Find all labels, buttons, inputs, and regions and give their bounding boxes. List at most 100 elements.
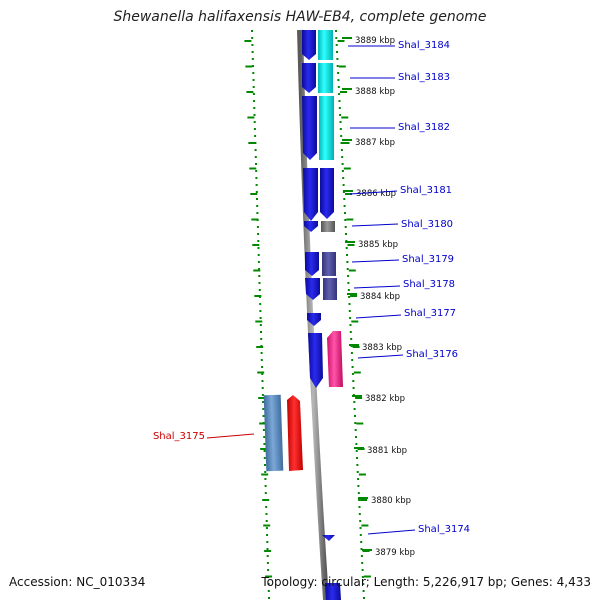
gene-label: Shal_3182 (398, 122, 450, 133)
gene-label: Shal_3178 (403, 279, 455, 290)
minor-tick (358, 473, 366, 476)
gene-leader-line (367, 529, 416, 535)
dotted-guides (251, 30, 365, 599)
gene-label: Shal_3179 (402, 254, 454, 265)
kbp-tick-label: 3887 kbp (355, 138, 395, 148)
dotted-line-right (335, 30, 365, 599)
gene-label: Shal_3181 (400, 185, 452, 196)
minor-tick (257, 371, 265, 374)
gene-label: Shal_3177 (404, 308, 456, 319)
minor-tick (347, 244, 355, 246)
topology-label: Topology: circular; Length: 5,226,917 bp… (261, 575, 591, 589)
major-tick (342, 139, 352, 141)
minor-tick (345, 193, 352, 195)
minor-tick (250, 193, 258, 195)
cds-shal-3176-pink (327, 331, 343, 387)
kbp-tick-label: 3889 kbp (355, 36, 395, 46)
minor-tick (264, 550, 272, 552)
cds-shal-3183-blue (302, 63, 316, 93)
cds-shal-3182-blue (302, 96, 317, 160)
major-tick (345, 241, 355, 243)
major-tick (347, 293, 357, 295)
gene-label: Shal_3183 (398, 72, 450, 83)
minor-tick (360, 499, 368, 501)
major-tick (349, 344, 359, 346)
cds-shal-3179-purple (322, 252, 336, 276)
minor-tick (259, 422, 267, 425)
minor-tick (361, 524, 369, 527)
major-tick (354, 447, 364, 449)
major-tick (343, 190, 353, 192)
minor-tick (263, 524, 271, 527)
kbp-tick-label: 3885 kbp (358, 240, 398, 250)
minor-ticks-left (244, 40, 273, 578)
minor-tick (351, 320, 359, 323)
kbp-tick-label: 3882 kbp (365, 394, 405, 404)
minor-tick (249, 167, 257, 170)
minor-tick (363, 575, 371, 578)
major-tick (342, 88, 352, 90)
minor-ticks-right (337, 40, 371, 578)
gene-label: Shal_3184 (398, 40, 450, 51)
minor-tick (246, 91, 254, 93)
gene-leader-line (349, 190, 398, 195)
cds-shal-3183-cyan (318, 63, 333, 93)
minor-tick (255, 320, 263, 323)
minor-tick (256, 346, 264, 348)
kbp-tick-label: 3879 kbp (375, 548, 415, 558)
gene-label: Shal_3176 (406, 349, 458, 360)
gene-leader-line (351, 259, 400, 263)
kbp-tick-label: 3884 kbp (360, 292, 400, 302)
major-tick (342, 37, 352, 39)
minor-tick (245, 65, 253, 68)
cds-shal-3179-blue (305, 252, 319, 276)
minor-tick (342, 142, 350, 144)
minor-tick (260, 448, 268, 450)
minor-tick (261, 473, 269, 476)
minor-tick (248, 142, 256, 144)
cds-shal-3175-red (287, 395, 303, 471)
gene-label: Shal_3174 (418, 524, 470, 535)
feature-track (263, 30, 343, 600)
cds-shal-3175-steelblue (263, 394, 284, 472)
gene-label: Shal_3175 (153, 431, 205, 442)
gene-leader-line (206, 433, 255, 439)
cds-shal-3178-purple (323, 278, 337, 300)
minor-tick (350, 295, 358, 297)
cds-bottom-blue (325, 583, 341, 600)
gene-label: Shal_3180 (401, 219, 453, 230)
kbp-tick-label: 3883 kbp (362, 343, 402, 353)
minor-tick (343, 167, 351, 170)
minor-tick (258, 397, 266, 399)
cds-shal-3181-blue-b (320, 168, 334, 219)
kbp-tick-label: 3886 kbp (356, 189, 396, 199)
kbp-tick-label: 3888 kbp (355, 87, 395, 97)
kbp-tick-label: 3880 kbp (371, 496, 411, 506)
dotted-line-left (251, 30, 270, 599)
minor-tick (356, 422, 364, 425)
minor-tick (352, 346, 360, 348)
gene-leader-line (357, 354, 404, 359)
cds-shal-3177-blue (307, 313, 321, 326)
minor-tick (265, 575, 273, 578)
cds-shal-3181-blue-a (303, 168, 318, 221)
cds-shal-3180-blue (304, 221, 318, 232)
minor-tick (337, 40, 345, 42)
cds-shal-3174-blue (322, 535, 335, 541)
major-tick (352, 395, 362, 397)
kbp-tick-labels: 3889 kbp 3888 kbp 3887 kbp 3886 kbp 3885 kbp… (342, 36, 415, 558)
cds-shal-3182-cyan (319, 96, 334, 160)
minor-tick (355, 397, 363, 399)
minor-tick (262, 499, 270, 501)
minor-tick (341, 116, 349, 119)
minor-tick (247, 116, 255, 119)
gene-leader-line (351, 223, 399, 227)
minor-tick (253, 269, 261, 272)
gene-leader-line (353, 285, 401, 289)
kbp-tick-label: 3881 kbp (367, 446, 407, 456)
cds-shal-3184-blue (302, 30, 316, 60)
minor-tick (338, 65, 346, 68)
map-title: Shewanella halifaxensis HAW-EB4, complet… (113, 9, 487, 25)
minor-tick (251, 218, 259, 221)
major-tick (362, 549, 372, 551)
